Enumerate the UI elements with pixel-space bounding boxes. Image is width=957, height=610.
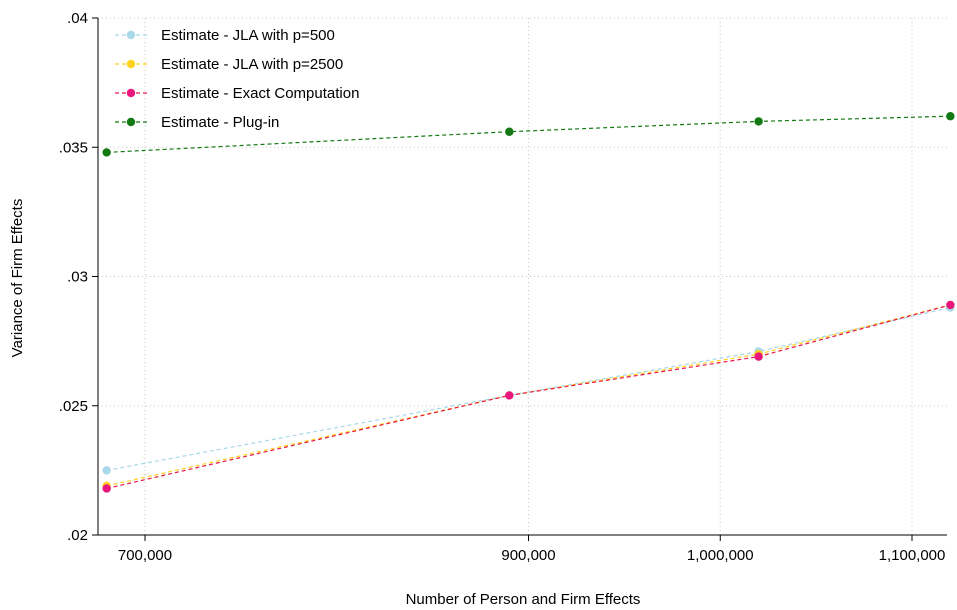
- legend-item: Estimate - JLA with p=500: [115, 27, 335, 44]
- data-point: [754, 352, 763, 361]
- x-tick-label: 1,100,000: [879, 547, 946, 564]
- legend-label: Estimate - JLA with p=500: [161, 27, 335, 44]
- data-point: [102, 466, 111, 475]
- legend-item: Estimate - Exact Computation: [115, 85, 359, 102]
- y-tick-label: .04: [67, 10, 88, 27]
- legend-item: Estimate - JLA with p=2500: [115, 56, 343, 73]
- legend-label: Estimate - JLA with p=2500: [161, 56, 343, 73]
- series-group: [102, 112, 955, 493]
- x-tick-label: 700,000: [118, 547, 172, 564]
- series-1: [102, 300, 955, 491]
- y-tick-label: .025: [59, 398, 88, 415]
- x-tick-label: 900,000: [501, 547, 555, 564]
- legend-item: Estimate - Plug-in: [115, 114, 279, 131]
- data-point: [946, 112, 955, 121]
- x-axis-title: Number of Person and Firm Effects: [406, 591, 641, 608]
- axes: .02 .025 .03 .035 .04 700,000 900,000 1,000,000…: [59, 10, 947, 564]
- series-line: [106, 304, 951, 487]
- y-tick-label: .02: [67, 527, 88, 544]
- series-line: [106, 115, 951, 153]
- series-3: [102, 112, 955, 157]
- y-axis-title: Variance of Firm Effects: [9, 199, 26, 358]
- series-2: [102, 300, 955, 493]
- y-tick-label: .03: [67, 269, 88, 286]
- data-point: [505, 391, 514, 400]
- y-tick-label: .035: [59, 139, 88, 156]
- series-line: [106, 306, 951, 471]
- legend-swatch-marker: [126, 88, 136, 98]
- x-tick-label: 1,000,000: [687, 547, 754, 564]
- series-line: [106, 304, 951, 490]
- data-point: [102, 148, 111, 157]
- legend-label: Estimate - Plug-in: [161, 114, 279, 131]
- legend-swatch-marker: [126, 59, 136, 69]
- legend-label: Estimate - Exact Computation: [161, 85, 359, 102]
- legend: Estimate - JLA with p=500 Estimate - JLA …: [115, 27, 359, 131]
- legend-swatch-marker: [126, 30, 136, 40]
- data-point: [102, 484, 111, 493]
- data-point: [946, 300, 955, 310]
- legend-swatch-marker: [126, 117, 136, 127]
- data-point: [505, 127, 514, 136]
- series-0: [102, 303, 955, 475]
- data-point: [754, 117, 763, 126]
